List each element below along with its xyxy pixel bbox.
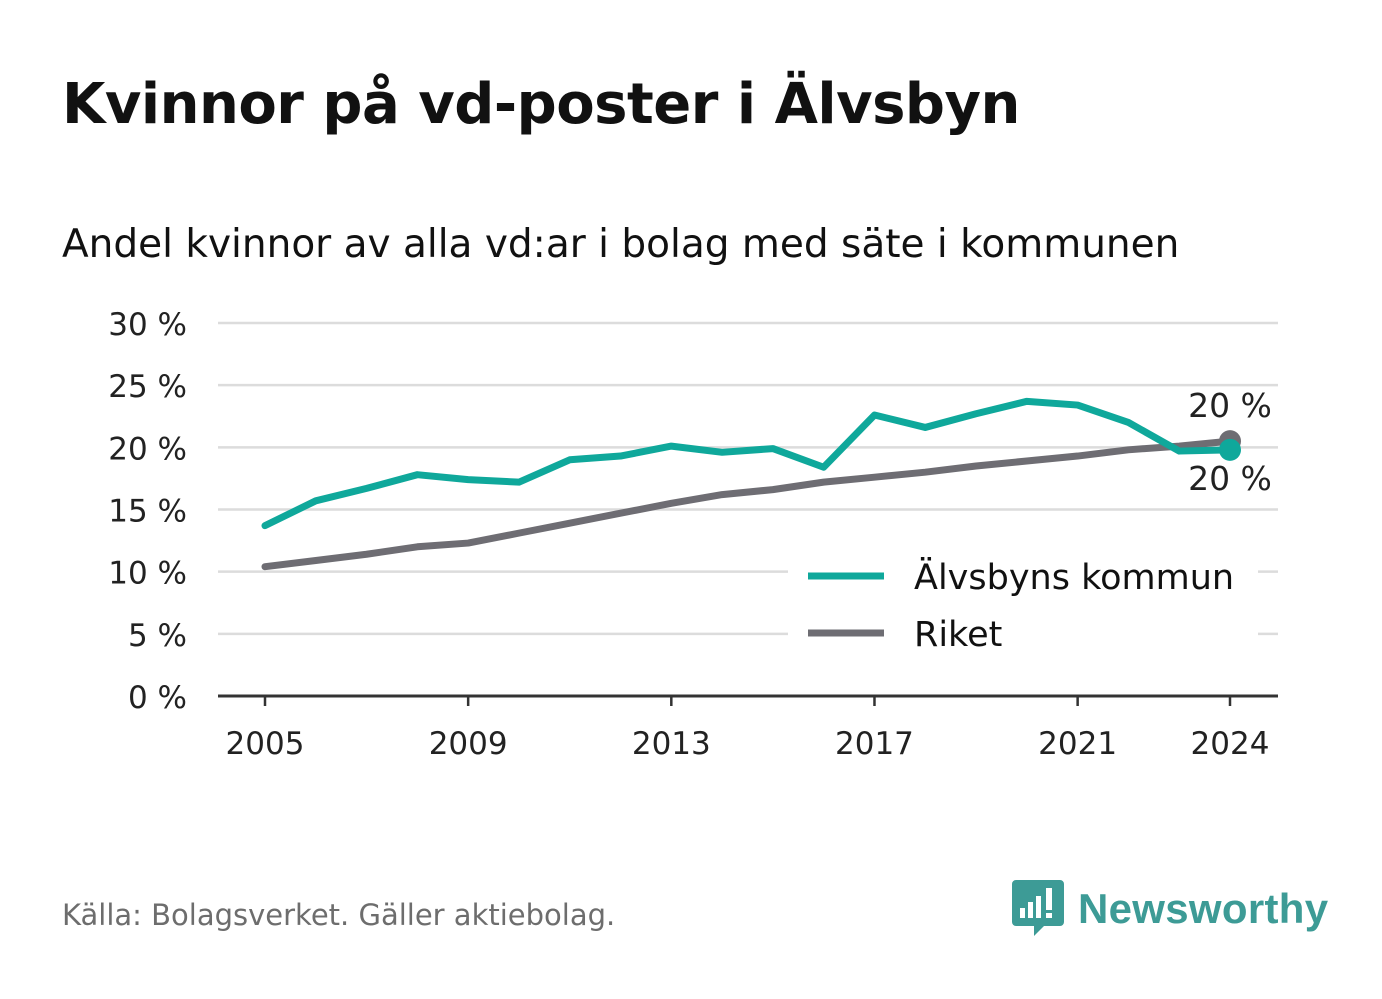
y-tick-label: 30 % [108,307,187,343]
series-line-alvsbyn [261,397,1234,530]
x-tick-label: 2013 [632,726,711,762]
newsworthy-logo-icon [1012,880,1064,936]
x-tick-label: 2024 [1191,726,1270,762]
source-note: Källa: Bolagsverket. Gäller aktiebolag. [62,898,616,932]
y-tick-label: 20 % [108,431,187,467]
x-tick-label: 2005 [226,726,305,762]
x-tick-label: 2009 [429,726,508,762]
x-tick-label: 2017 [835,726,914,762]
brand-name: Newsworthy [1078,885,1329,932]
end-label-riket: 20 % [1188,386,1272,425]
legend-label: Riket [914,615,1002,655]
y-tick-label: 0 % [128,680,187,716]
chart-title: Kvinnor på vd-poster i Älvsbyn [62,72,1020,137]
brand-logo[interactable]: Newsworthy [1010,878,1328,940]
y-tick-label: 10 % [108,556,187,592]
x-tick-label: 2021 [1038,726,1117,762]
legend-label: Älvsbyns kommun [914,556,1234,598]
end-label-alvsbyn: 20 % [1188,459,1272,498]
series-line-riket [261,437,1234,571]
y-tick-label: 5 % [128,618,187,654]
end-point-alvsbyn [1219,438,1241,461]
chart-subtitle: Andel kvinnor av alla vd:ar i bolag med … [62,222,1180,267]
y-tick-label: 25 % [108,369,187,405]
y-tick-label: 15 % [108,494,187,530]
